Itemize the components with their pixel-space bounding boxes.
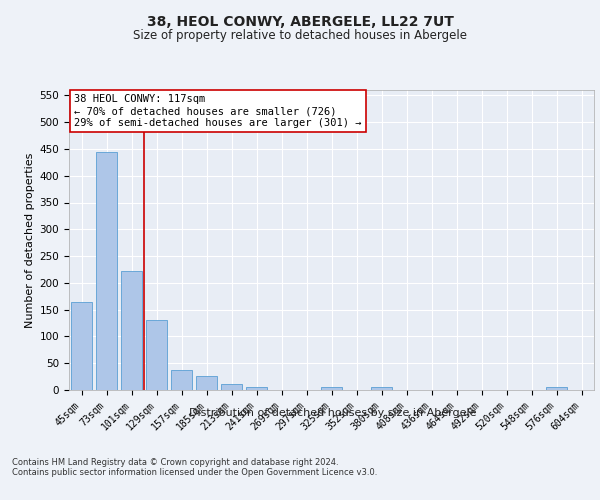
Bar xyxy=(246,387,267,390)
Text: Distribution of detached houses by size in Abergele: Distribution of detached houses by size … xyxy=(189,408,477,418)
Bar xyxy=(71,302,92,390)
Bar xyxy=(221,384,242,390)
Bar xyxy=(546,388,567,390)
Text: Contains HM Land Registry data © Crown copyright and database right 2024.
Contai: Contains HM Land Registry data © Crown c… xyxy=(12,458,377,477)
Text: 38 HEOL CONWY: 117sqm
← 70% of detached houses are smaller (726)
29% of semi-det: 38 HEOL CONWY: 117sqm ← 70% of detached … xyxy=(74,94,362,128)
Bar xyxy=(96,152,117,390)
Y-axis label: Number of detached properties: Number of detached properties xyxy=(25,152,35,328)
Bar xyxy=(146,320,167,390)
Bar xyxy=(196,376,217,390)
Bar xyxy=(371,388,392,390)
Bar xyxy=(121,271,142,390)
Bar xyxy=(171,370,192,390)
Text: Size of property relative to detached houses in Abergele: Size of property relative to detached ho… xyxy=(133,28,467,42)
Text: 38, HEOL CONWY, ABERGELE, LL22 7UT: 38, HEOL CONWY, ABERGELE, LL22 7UT xyxy=(146,16,454,30)
Bar xyxy=(321,388,342,390)
